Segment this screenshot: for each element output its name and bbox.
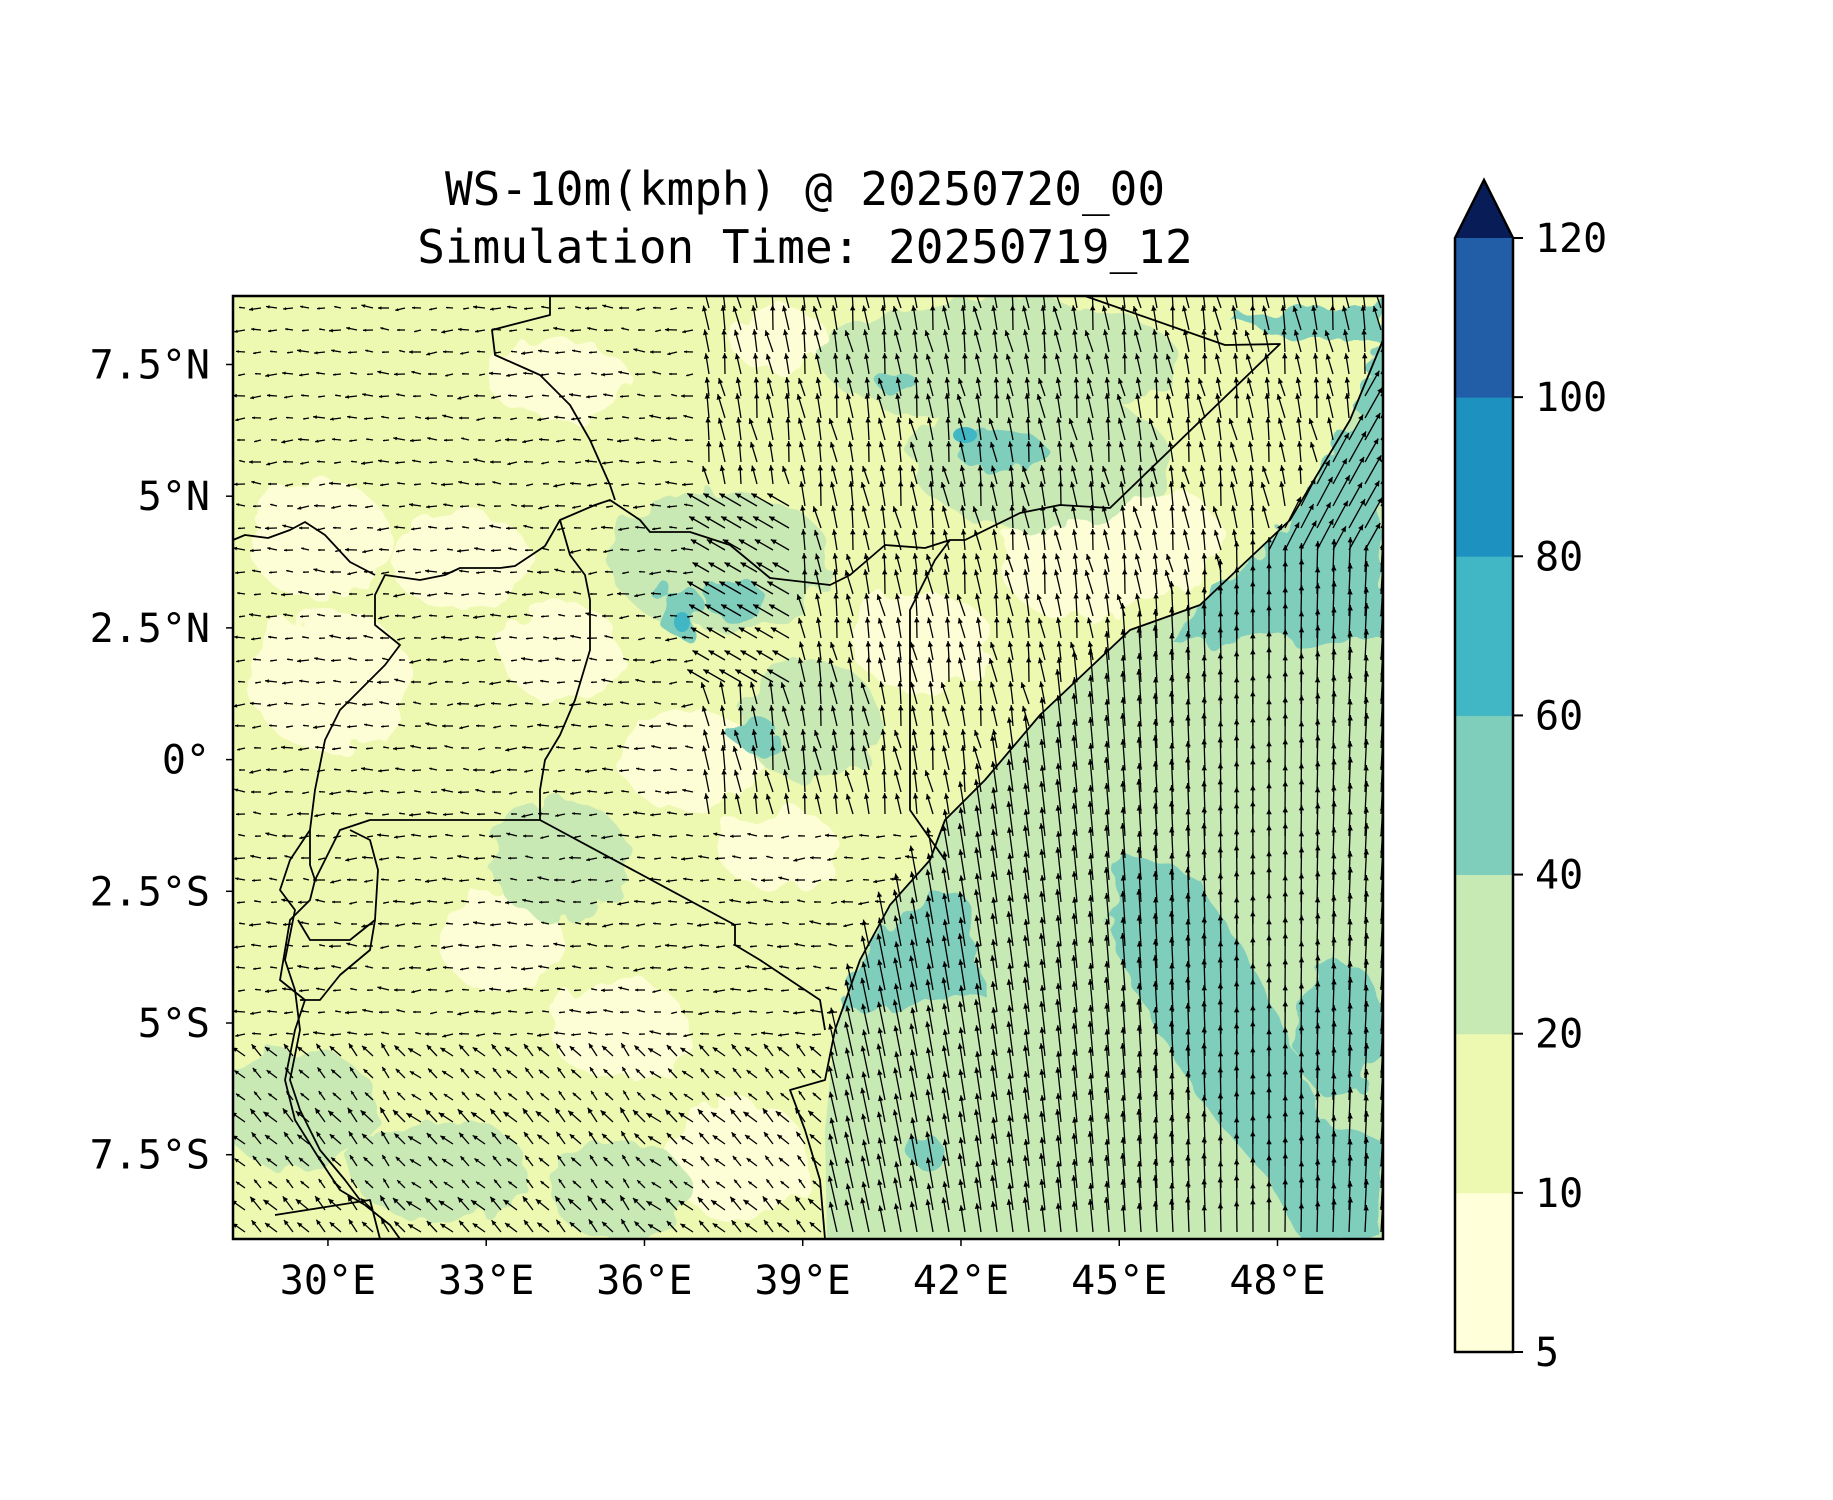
border-uganda-kenya <box>539 519 591 820</box>
colorbar-segment <box>1455 556 1513 716</box>
border-ethiopia-somalia <box>909 296 1281 861</box>
colorbar: 5 10 20 40 60 80 100 120 <box>1453 177 1607 1376</box>
colorbar-tick-label: 40 <box>1535 853 1583 899</box>
border-west-congo <box>279 829 361 1201</box>
lon-tick-label: 30°E <box>280 1258 376 1304</box>
border-lake-victoria <box>279 819 540 1239</box>
light-wind-patches <box>250 310 1220 1220</box>
country-borders <box>233 296 1383 1239</box>
border-burundi <box>300 919 376 1001</box>
colorbar-tick-label: 60 <box>1535 693 1583 739</box>
border-zambia-malawi <box>274 1199 381 1239</box>
lat-tick-label: 0° <box>162 738 210 784</box>
map-subtitle: Simulation Time: 20250719_12 <box>417 220 1193 274</box>
lon-tick-label: 48°E <box>1229 1258 1325 1304</box>
lat-tick-label: 2.5°N <box>90 606 210 652</box>
lon-tick-label: 42°E <box>913 1258 1009 1304</box>
jet-core-patches <box>674 427 977 632</box>
lat-tick-label: 7.5°S <box>90 1133 210 1179</box>
colorbar-outline <box>1453 177 1515 1354</box>
colorbar-tick-label: 80 <box>1535 534 1583 580</box>
colorbar-segment <box>1455 1033 1513 1194</box>
lon-tick-label: 45°E <box>1071 1258 1167 1304</box>
lon-tick-label: 36°E <box>596 1258 692 1304</box>
colorbar-segment <box>1455 397 1513 557</box>
map-title: WS-10m(kmph) @ 20250720_00 <box>444 162 1166 216</box>
border-ethiopia-kenya <box>309 499 951 881</box>
colorbar-tick-label: 120 <box>1535 216 1607 262</box>
colorbar-extend-arrow <box>1455 180 1513 238</box>
lat-tick-label: 5°N <box>138 474 210 520</box>
lat-tick-label: 7.5°N <box>90 342 210 388</box>
colorbar-tick-label: 10 <box>1535 1171 1583 1217</box>
coastline <box>789 339 1383 1239</box>
colorbar-segment <box>1455 238 1513 398</box>
colorbar-segment <box>1455 715 1513 875</box>
lat-tick-label: 5°S <box>138 1001 210 1047</box>
plot-frame <box>231 294 1385 1241</box>
border-south-sudan-ethiopia <box>491 296 616 501</box>
lat-tick-label: 2.5°S <box>90 869 210 915</box>
lon-tick-label: 33°E <box>438 1258 534 1304</box>
colorbar-tick-label: 20 <box>1535 1012 1583 1058</box>
lat-tick-labels: 7.5°N 5°N 2.5°N 0° 2.5°S 5°S 7.5°S <box>90 342 233 1179</box>
colorbar-segment <box>1455 874 1513 1035</box>
lon-tick-label: 39°E <box>755 1258 851 1304</box>
colorbar-tick-label: 100 <box>1535 375 1607 421</box>
colorbar-segment <box>1455 1192 1513 1353</box>
map-plot-area <box>233 296 1383 1239</box>
border-south-sudan-north <box>233 521 376 576</box>
border-kenya-tanzania <box>539 819 826 1031</box>
lon-tick-labels: 30°E 33°E 36°E 39°E 42°E 45°E 48°E <box>280 1239 1326 1304</box>
colorbar-tick-label: 5 <box>1535 1330 1559 1376</box>
wind-vectors <box>233 296 1383 1233</box>
